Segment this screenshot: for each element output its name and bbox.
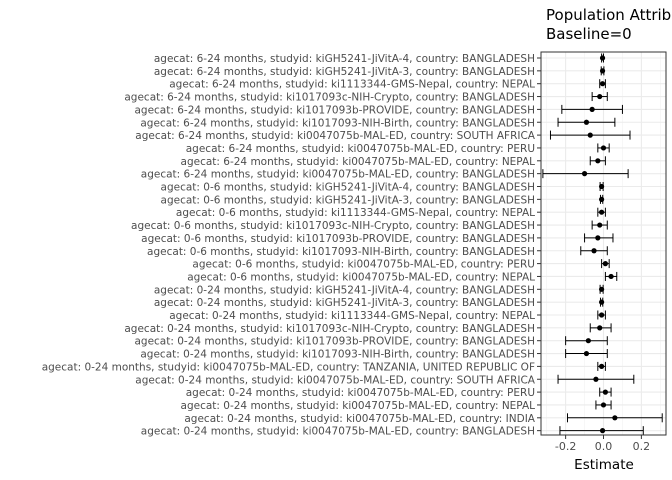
y-tick-label: agecat: 0-6 months, studyid: ki1113344-G… [176,207,535,219]
x-axis: -0.2 0.0 0.2 [555,435,650,453]
y-tick-label: agecat: 0-6 months, studyid: kiGH5241-Ji… [161,182,535,194]
y-tick-label: agecat: 0-6 months, studyid: ki1017093-N… [147,246,535,258]
x-axis-label: Estimate [574,457,634,473]
y-tick-label: agecat: 6-24 months, studyid: ki0047075b… [186,143,535,155]
estimate-point [600,402,607,408]
x-tick-label: 0.0 [595,440,613,453]
chart-title-line-1: Population Attrib [546,6,671,24]
estimate-point [583,350,590,357]
estimate-point [587,132,593,138]
estimate-point [597,222,603,228]
y-tick-label: agecat: 6-24 months, studyid: ki0047075b… [181,156,536,168]
estimate-point [599,81,606,87]
estimate-point [589,106,595,112]
y-tick-label: agecat: 0-24 months, studyid: ki1113344-… [169,310,535,322]
y-tick-label: agecat: 0-24 months, studyid: ki0047075b… [186,387,535,399]
estimate-point [599,68,606,74]
estimate-point [599,183,605,190]
x-tick-label: 0.2 [633,440,651,453]
estimate-point [599,55,606,61]
estimate-point [599,363,605,369]
estimate-point [599,209,605,215]
y-tick-label: agecat: 0-24 months, studyid: ki0047075b… [135,374,536,386]
estimate-point [600,145,607,151]
y-tick-label: agecat: 6-24 months, studyid: ki0047075b… [141,169,535,181]
estimate-point [612,415,618,421]
y-tick-label: agecat: 0-24 months, studyid: ki0047075b… [184,413,535,425]
estimate-point [591,248,597,254]
y-tick-label: agecat: 0-24 months, studyid: ki0047075b… [181,400,536,412]
y-tick-label: agecat: 6-24 months, studyid: ki1017093c… [124,92,535,104]
chart-title-line-2: Baseline=0 [546,25,632,43]
y-tick-label: agecat: 0-24 months, studyid: kiGH5241-J… [154,284,535,296]
y-tick-label: agecat: 0-24 months, studyid: ki0047075b… [141,426,535,438]
y-tick-label: agecat: 6-24 months, studyid: kiGH5241-J… [154,53,535,65]
estimate-point [595,158,601,164]
y-tick-label: agecat: 0-24 months, studyid: ki0047075b… [42,361,535,373]
estimate-point [602,389,608,395]
estimate-point [595,235,601,241]
y-tick-label: agecat: 6-24 months, studyid: ki1017093b… [134,104,535,116]
y-tick-label: agecat: 6-24 months, studyid: ki1113344-… [169,79,535,91]
estimate-point [593,376,599,382]
y-tick-label: agecat: 6-24 months, studyid: kiGH5241-J… [154,66,535,78]
estimate-point [597,93,603,100]
y-tick-label: agecat: 0-24 months, studyid: ki1017093-… [140,349,535,361]
y-tick-label: agecat: 0-6 months, studyid: ki1017093b-… [141,233,535,245]
grid-minor [546,52,661,435]
y-tick-label: agecat: 0-6 months, studyid: ki1017093c-… [131,220,535,232]
estimate-point [599,428,606,434]
estimate-point [597,325,603,331]
estimate-point [599,299,605,305]
estimate-point [608,273,614,280]
estimate-point [583,119,590,125]
estimate-point [599,196,605,202]
y-tick-label: agecat: 6-24 months, studyid: ki0047075b… [135,130,536,142]
y-tick-label: agecat: 0-24 months, studyid: ki1017093c… [124,323,535,335]
y-axis: agecat: 6-24 months, studyid: kiGH5241-J… [42,53,541,438]
x-tick-label: -0.2 [555,440,576,453]
marks [542,53,663,436]
y-tick-label: agecat: 0-6 months, studyid: ki0047075b-… [187,271,535,283]
estimate-point [585,338,591,344]
estimate-point [599,312,605,318]
y-tick-label: agecat: 0-6 months, studyid: ki0047075b-… [192,259,535,271]
estimate-point [581,171,588,177]
y-tick-label: agecat: 0-6 months, studyid: kiGH5241-Ji… [161,194,535,206]
y-tick-label: agecat: 0-24 months, studyid: ki1017093b… [134,336,535,348]
y-tick-label: agecat: 6-24 months, studyid: ki1017093-… [140,117,535,129]
estimate-point [599,286,605,292]
estimate-point [602,261,608,267]
y-tick-label: agecat: 0-24 months, studyid: kiGH5241-J… [154,297,535,309]
